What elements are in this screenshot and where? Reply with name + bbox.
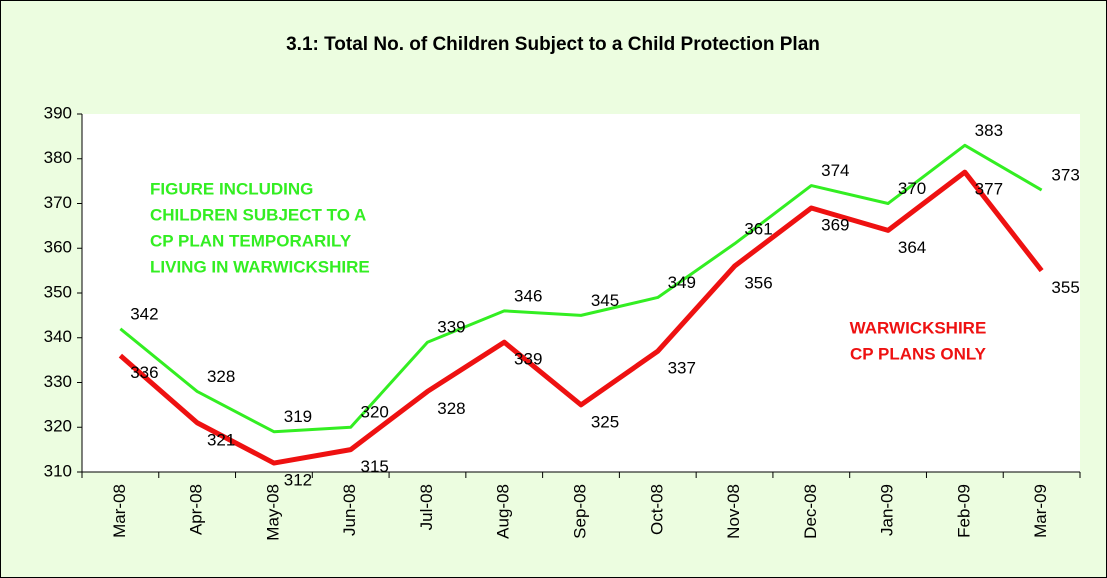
series-line bbox=[118, 169, 1044, 466]
data-label: 369 bbox=[821, 215, 849, 234]
x-tick-label: Feb-09 bbox=[954, 484, 973, 538]
annotation: LIVING IN WARWICKSHIRE bbox=[150, 257, 370, 276]
x-tick-label: Jul-08 bbox=[417, 484, 436, 530]
data-label: 312 bbox=[284, 471, 312, 490]
data-label: 325 bbox=[591, 412, 619, 431]
x-tick-label: Nov-08 bbox=[724, 484, 743, 539]
x-tick-label: Aug-08 bbox=[494, 484, 513, 539]
y-tick-label: 340 bbox=[44, 327, 72, 346]
data-label: 374 bbox=[821, 161, 849, 180]
y-tick-label: 390 bbox=[44, 103, 72, 122]
data-label: 377 bbox=[975, 180, 1003, 199]
y-tick-label: 310 bbox=[44, 461, 72, 480]
y-tick-label: 360 bbox=[44, 238, 72, 257]
data-label: 328 bbox=[437, 399, 465, 418]
data-label: 339 bbox=[437, 318, 465, 337]
x-tick-label: Jun-08 bbox=[340, 484, 359, 536]
y-tick-label: 370 bbox=[44, 193, 72, 212]
data-label: 373 bbox=[1051, 166, 1079, 185]
data-label: 361 bbox=[744, 219, 772, 238]
x-tick-label: Apr-08 bbox=[187, 484, 206, 535]
data-label: 355 bbox=[1051, 278, 1079, 297]
data-label: 315 bbox=[361, 457, 389, 476]
x-tick-label: Jan-09 bbox=[878, 484, 897, 536]
series-line bbox=[119, 143, 1043, 434]
data-label: 320 bbox=[361, 403, 389, 422]
data-label: 383 bbox=[975, 121, 1003, 140]
annotation: CHILDREN SUBJECT TO A bbox=[150, 205, 366, 224]
annotation: CP PLAN TEMPORARILY bbox=[150, 231, 352, 250]
data-label: 328 bbox=[207, 367, 235, 386]
data-label: 337 bbox=[668, 359, 696, 378]
data-label: 321 bbox=[207, 430, 235, 449]
data-label: 364 bbox=[898, 238, 926, 257]
x-tick-label: May-08 bbox=[263, 484, 282, 541]
data-label: 339 bbox=[514, 350, 542, 369]
data-label: 346 bbox=[514, 286, 542, 305]
data-label: 342 bbox=[130, 304, 158, 323]
data-label: 336 bbox=[130, 363, 158, 382]
data-label: 356 bbox=[744, 274, 772, 293]
data-label: 319 bbox=[284, 407, 312, 426]
data-label: 370 bbox=[898, 179, 926, 198]
plot-area bbox=[82, 114, 1080, 472]
y-tick-label: 330 bbox=[44, 372, 72, 391]
data-label: 349 bbox=[668, 273, 696, 292]
y-tick-label: 380 bbox=[44, 148, 72, 167]
x-tick-label: Sep-08 bbox=[570, 484, 589, 539]
annotation: CP PLANS ONLY bbox=[850, 344, 987, 363]
x-tick-label: Oct-08 bbox=[647, 484, 666, 535]
chart-title: 3.1: Total No. of Children Subject to a … bbox=[286, 34, 820, 55]
annotation: FIGURE INCLUDING bbox=[150, 179, 313, 198]
x-tick-label: Dec-08 bbox=[801, 484, 820, 539]
annotation: WARWICKSHIRE bbox=[850, 318, 987, 337]
y-tick-label: 320 bbox=[44, 417, 72, 436]
x-tick-label: Mar-08 bbox=[110, 484, 129, 538]
y-tick-label: 350 bbox=[44, 282, 72, 301]
x-tick-label: Mar-09 bbox=[1031, 484, 1050, 538]
data-label: 345 bbox=[591, 291, 619, 310]
